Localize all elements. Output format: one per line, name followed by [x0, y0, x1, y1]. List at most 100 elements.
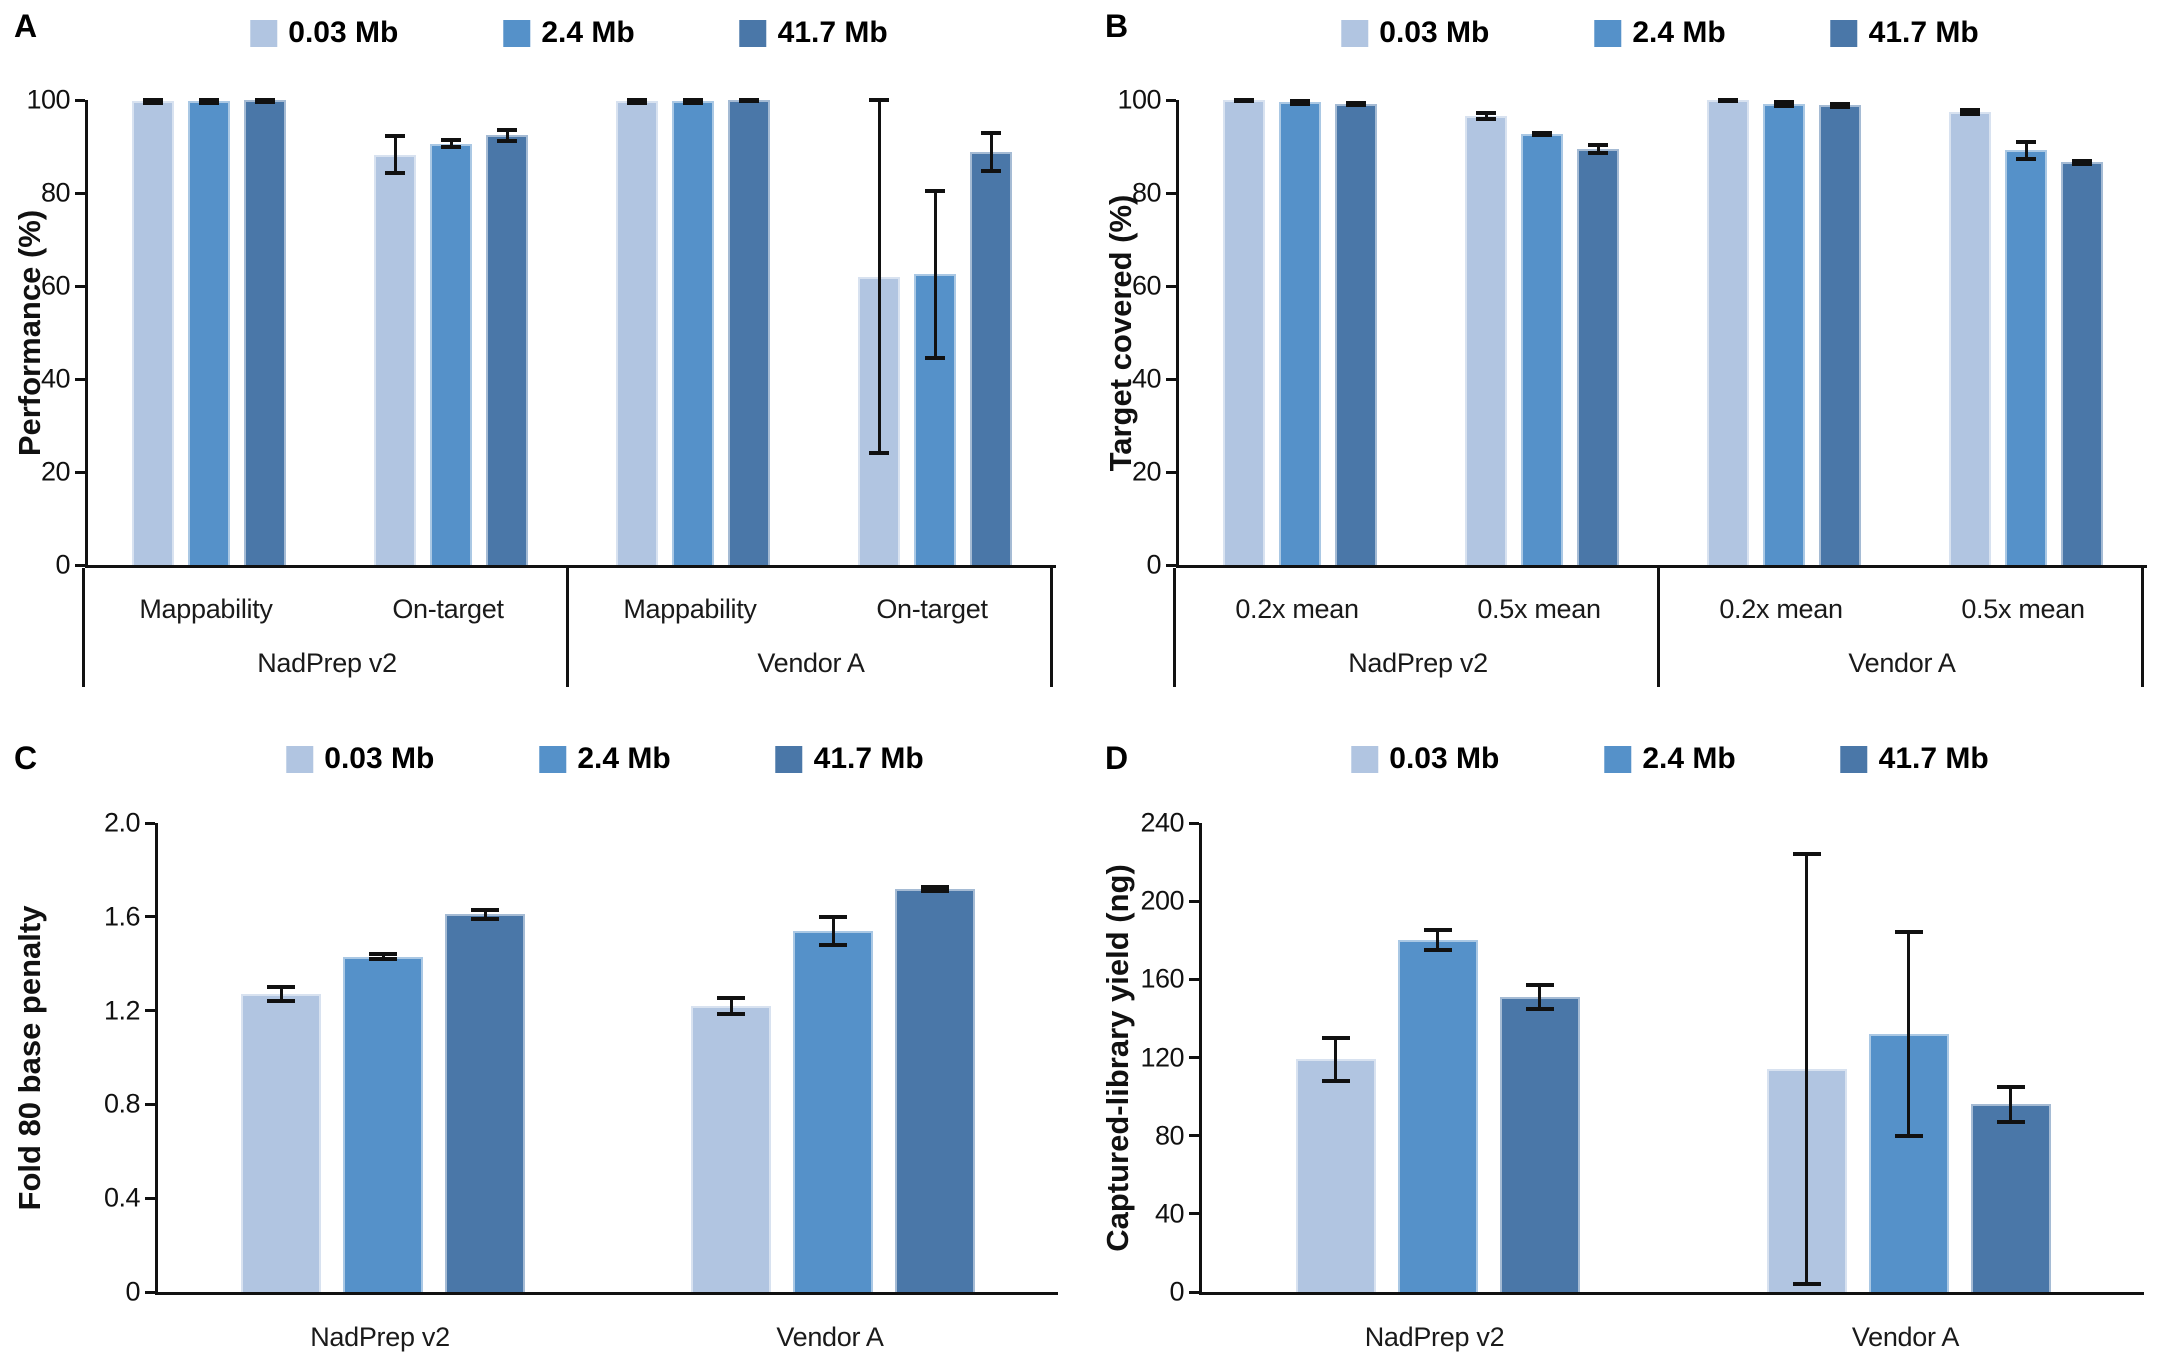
y-tick-label: 100: [1117, 84, 1161, 115]
bar-41.7Mb-0: [445, 914, 525, 1292]
error-bar-cap: [1792, 852, 1821, 857]
bar-2.4Mb-1: [793, 930, 873, 1292]
y-tick-label: 0: [1169, 1276, 1184, 1307]
error-bar: [989, 133, 993, 171]
legend-item: 41.7 Mb: [775, 742, 924, 776]
error-bar-cap: [1996, 1084, 2025, 1089]
y-tick-mark: [1166, 470, 1176, 474]
error-bar-cap: [1234, 99, 1254, 104]
error-bar-cap: [869, 98, 889, 102]
group-label: NadPrep v2: [1348, 648, 1488, 678]
error-bar-cap: [471, 907, 499, 912]
legend-label: 2.4 Mb: [577, 742, 671, 775]
subcategory-label: 0.5x mean: [1961, 594, 2085, 624]
subcategory-label: 0.5x mean: [1477, 594, 1601, 624]
y-tick-label: 0.8: [103, 1088, 141, 1119]
group-label: NadPrep v2: [257, 648, 397, 678]
legend-swatch-icon: [1604, 745, 1632, 773]
error-bar-cap: [385, 134, 405, 139]
legend: 0.03 Mb 2.4 Mb 41.7 Mb: [1351, 742, 1989, 776]
subcategory-label: Mappability: [139, 594, 273, 624]
bar-2.4Mb-2: [1763, 103, 1805, 565]
y-tick-mark: [145, 1102, 155, 1106]
legend-swatch-icon: [1594, 19, 1622, 47]
legend-swatch-icon: [775, 745, 803, 773]
y-tick-mark: [145, 1290, 155, 1294]
error-bar: [1805, 854, 1808, 1285]
error-bar-cap: [683, 98, 703, 102]
error-bar-cap: [143, 98, 163, 102]
category-axis-box: Mappability On-target Mappability On-target…: [82, 568, 1053, 687]
category-divider-line: [1173, 568, 1176, 687]
error-bar-cap: [1532, 133, 1552, 138]
legend-label: 0.03 Mb: [1389, 742, 1500, 775]
bar-2.4Mb-0: [1279, 102, 1321, 565]
panel-letter: B: [1105, 8, 1129, 44]
legend-label: 2.4 Mb: [1642, 742, 1736, 775]
bar-0.03Mb-0: [1295, 1059, 1376, 1292]
error-bar: [2024, 141, 2028, 159]
y-tick-mark: [1166, 563, 1176, 567]
bar-0.03Mb-0: [132, 101, 174, 565]
y-tick-mark: [1166, 284, 1176, 288]
error-bar-cap: [1290, 98, 1310, 103]
error-bar: [1907, 932, 1910, 1136]
error-bar: [1538, 985, 1541, 1009]
y-tick-mark: [75, 563, 85, 567]
error-bar-cap: [255, 99, 275, 104]
legend-item: 0.03 Mb: [286, 742, 434, 776]
bar-41.7Mb-0: [244, 100, 286, 565]
error-bar-cap: [369, 951, 397, 956]
error-bar-cap: [739, 98, 759, 103]
error-bar-cap: [441, 137, 461, 142]
legend: 0.03 Mb 2.4 Mb 41.7 Mb: [1341, 16, 1979, 50]
error-bar-cap: [1423, 948, 1452, 953]
error-bar-cap: [199, 101, 219, 106]
y-tick-label: 80: [1154, 1120, 1185, 1151]
legend-label: 0.03 Mb: [1379, 16, 1490, 49]
error-bar-cap: [1290, 101, 1310, 106]
error-bar-cap: [1718, 99, 1738, 104]
error-bar: [1436, 930, 1439, 950]
y-tick-mark: [145, 1196, 155, 1200]
category-divider-line: [2141, 568, 2144, 687]
y-tick-label: 120: [1140, 1042, 1184, 1072]
legend-item: 2.4 Mb: [1604, 742, 1736, 776]
error-bar-cap: [1588, 142, 1608, 147]
legend-swatch-icon: [503, 19, 531, 47]
y-tick-label: 1.6: [103, 901, 141, 932]
category-divider-line: [1657, 568, 1660, 687]
error-bar-cap: [921, 888, 949, 893]
error-bar-cap: [819, 914, 847, 919]
error-bar-cap: [717, 1012, 745, 1017]
bar-41.7Mb-1: [1577, 148, 1619, 565]
y-tick-mark: [1189, 977, 1199, 981]
y-tick-mark: [1189, 1134, 1199, 1138]
subcategory-label: On-target: [876, 594, 988, 624]
error-bar-cap: [199, 98, 219, 102]
error-bar-cap: [1423, 928, 1452, 933]
error-bar: [381, 953, 385, 960]
bar-0.03Mb-0: [1223, 100, 1265, 565]
error-bar-cap: [925, 356, 945, 361]
y-tick-label: 1.2: [103, 995, 141, 1026]
error-bar-cap: [925, 188, 945, 193]
legend-label: 0.03 Mb: [288, 16, 399, 49]
bar-41.7Mb-3: [2061, 162, 2103, 565]
error-bar-cap: [683, 101, 703, 106]
y-tick-label: 0: [55, 549, 70, 580]
plot-area: 0 20 40 60 80 100: [1117, 85, 2147, 580]
category-divider-line: [82, 568, 85, 687]
error-bar-cap: [471, 917, 499, 922]
legend-item: 2.4 Mb: [503, 16, 635, 50]
error-bar-cap: [819, 942, 847, 947]
bar-2.4Mb-0: [343, 956, 423, 1292]
error-bar-cap: [1774, 103, 1794, 108]
y-tick-mark: [1189, 1212, 1199, 1216]
y-tick-mark: [1166, 377, 1176, 381]
legend: 0.03 Mb 2.4 Mb 41.7 Mb: [286, 742, 924, 776]
legend-swatch-icon: [1840, 745, 1868, 773]
y-tick-label: 240: [1140, 807, 1184, 838]
bar-41.7Mb-0: [1499, 996, 1580, 1292]
y-tick-label: 2.0: [103, 807, 141, 838]
